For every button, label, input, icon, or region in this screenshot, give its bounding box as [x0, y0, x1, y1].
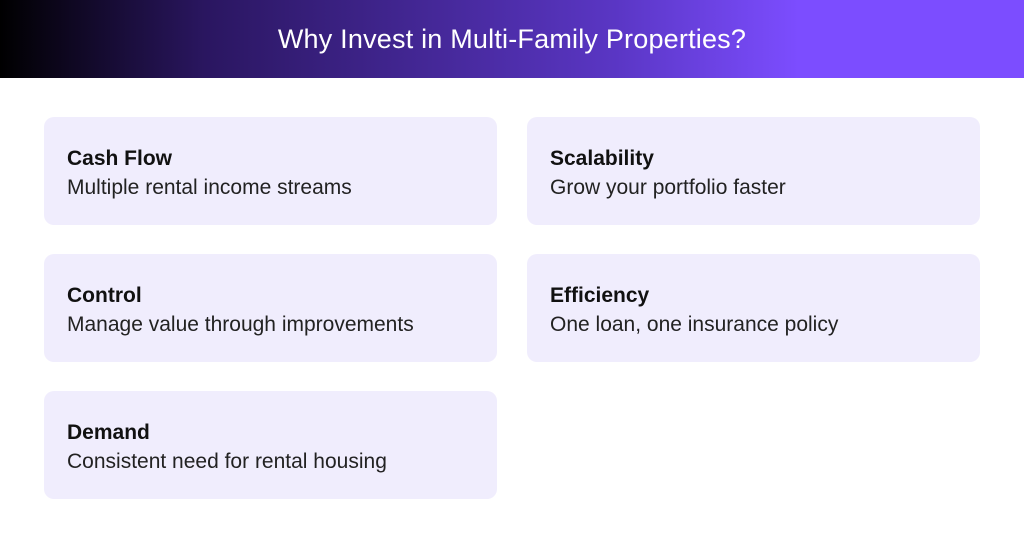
card-efficiency: Efficiency One loan, one insurance polic…	[527, 254, 980, 362]
card-description: Manage value through improvements	[67, 313, 414, 336]
page-title: Why Invest in Multi-Family Properties?	[277, 23, 747, 54]
card-title: Demand	[67, 421, 150, 444]
card-title: Control	[67, 284, 142, 307]
card-description: Multiple rental income streams	[67, 176, 352, 199]
card-description: One loan, one insurance policy	[550, 313, 839, 336]
card-description: Grow your portfolio faster	[550, 176, 786, 199]
card-title: Cash Flow	[67, 147, 173, 170]
card-demand: Demand Consistent need for rental housin…	[44, 391, 497, 499]
card-cash-flow: Cash Flow Multiple rental income streams	[44, 117, 497, 225]
header-banner: Why Invest in Multi-Family Properties?	[0, 0, 1024, 78]
card-scalability: Scalability Grow your portfolio faster	[527, 117, 980, 225]
card-control: Control Manage value through improvement…	[44, 254, 497, 362]
card-title: Efficiency	[550, 284, 650, 307]
card-title: Scalability	[550, 147, 654, 170]
card-description: Consistent need for rental housing	[67, 450, 387, 473]
